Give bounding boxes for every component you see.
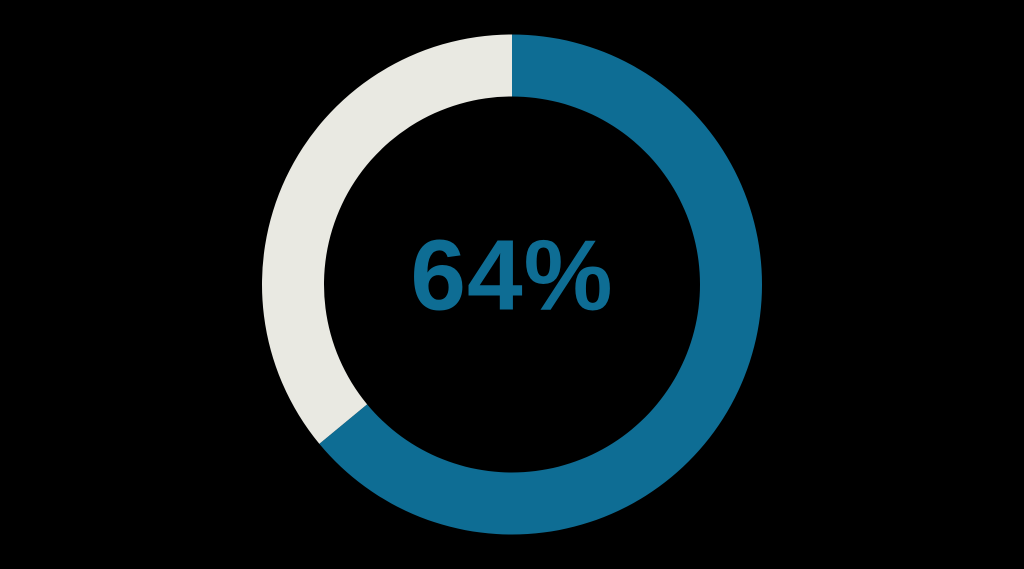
donut-center-label: 64% [410, 218, 613, 333]
donut-chart: 64% [0, 0, 1024, 569]
